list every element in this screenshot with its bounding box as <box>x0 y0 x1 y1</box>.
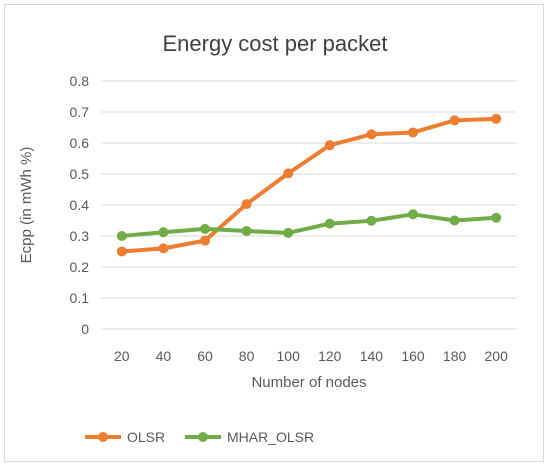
data-point-olsr <box>408 127 418 138</box>
x-tick-label: 100 <box>277 348 301 364</box>
data-point-olsr <box>158 243 169 254</box>
data-point-olsr <box>491 113 502 124</box>
chart-title: Energy cost per packet <box>162 31 387 56</box>
x-tick-label: 20 <box>114 348 130 364</box>
data-point-mhar_olsr <box>158 227 169 238</box>
data-point-olsr <box>324 140 335 151</box>
legend-label-mhar_olsr: MHAR_OLSR <box>227 429 314 445</box>
data-point-mhar_olsr <box>283 227 294 238</box>
y-tick-label: 0.2 <box>70 259 90 275</box>
data-point-mhar_olsr <box>366 215 377 226</box>
x-tick-label: 160 <box>401 348 425 364</box>
y-tick-label: 0.3 <box>70 228 90 244</box>
series-group <box>116 113 502 257</box>
chart-frame: Energy cost per packet 0 0.1 0.2 0.3 0.4 0.5 0… <box>4 4 544 462</box>
legend-marker-olsr <box>98 432 108 442</box>
x-tick-label: 60 <box>197 348 213 364</box>
series-line-olsr <box>119 116 499 254</box>
data-point-olsr <box>449 115 460 126</box>
y-axis-title: Ecpp (in mWh %) <box>18 147 35 264</box>
x-tick-label: 180 <box>443 348 467 364</box>
legend-marker-mhar_olsr <box>198 432 208 442</box>
data-point-olsr <box>200 235 210 246</box>
line-chart: Energy cost per packet 00.10.20.30.40.50… <box>18 31 517 445</box>
y-tick-label: 0.4 <box>70 197 90 213</box>
x-axis-title: Number of nodes <box>251 374 366 391</box>
data-point-mhar_olsr <box>449 215 460 226</box>
data-point-olsr <box>241 199 252 210</box>
data-point-mhar_olsr <box>408 209 418 220</box>
y-tick-label: 0.6 <box>70 135 90 151</box>
series-line-mhar_olsr <box>119 212 499 238</box>
data-point-olsr <box>366 129 377 140</box>
x-axis-ticks: 20 40 60 80 100 120 140 160 180 200 <box>114 348 508 364</box>
x-tick-label: 40 <box>156 348 172 364</box>
x-tick-label: 120 <box>318 348 342 364</box>
y-tick-label: 0 <box>81 321 89 337</box>
data-point-mhar_olsr <box>324 218 335 229</box>
data-point-mhar_olsr <box>491 212 502 223</box>
y-tick-label: 0.1 <box>70 290 90 306</box>
x-tick-label: 80 <box>239 348 255 364</box>
x-tick-label: 200 <box>485 348 509 364</box>
legend: OLSR MHAR_OLSR <box>85 429 314 445</box>
y-tick-label: 0.5 <box>70 166 90 182</box>
data-point-olsr <box>283 168 294 179</box>
x-tick-label: 140 <box>360 348 384 364</box>
data-point-mhar_olsr <box>200 223 210 234</box>
legend-label-olsr: OLSR <box>127 429 165 445</box>
data-point-olsr <box>116 246 127 257</box>
gridlines <box>101 80 517 330</box>
y-tick-label: 0.7 <box>70 104 90 120</box>
data-point-mhar_olsr <box>116 231 127 241</box>
y-axis-ticks: 0 0.1 0.2 0.3 0.4 0.5 0.6 0.7 0.8 <box>70 73 90 337</box>
data-point-mhar_olsr <box>241 226 252 237</box>
y-tick-label: 0.8 <box>70 73 90 89</box>
